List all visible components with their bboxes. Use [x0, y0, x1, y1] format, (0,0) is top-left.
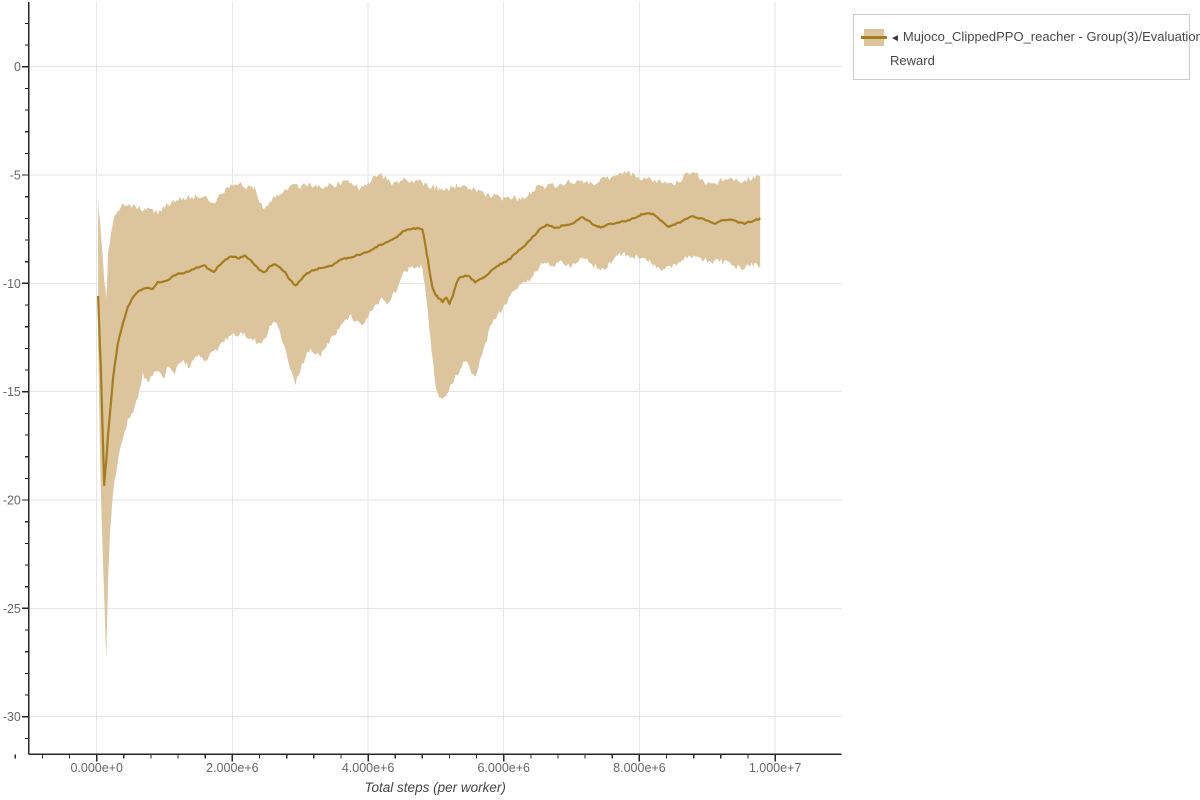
x-tick-label: 8.000e+6 — [613, 761, 666, 775]
x-tick-label: 0.000e+0 — [70, 761, 123, 775]
axes — [28, 2, 842, 755]
y-tick-label: -15 — [3, 385, 21, 399]
legend-line-2: Reward — [890, 53, 935, 68]
x-tick-label: 2.000e+6 — [206, 761, 259, 775]
legend-swatch-line-icon — [861, 36, 887, 39]
legend-series-name: Mujoco_ClippedPPO_reacher - Group(3)/Eva… — [902, 29, 1200, 44]
x-tick-label: 4.000e+6 — [342, 761, 395, 775]
y-tick-label: -5 — [10, 169, 21, 183]
x-tick-label: 1.000e+7 — [749, 761, 802, 775]
y-tick-label: -30 — [3, 710, 21, 724]
legend-box: ◄ Mujoco_ClippedPPO_reacher - Group(3)/Ev… — [853, 14, 1200, 80]
axis-ticks — [14, 22, 776, 762]
legend-swatch — [861, 29, 887, 46]
legend-label[interactable]: ◄ Mujoco_ClippedPPO_reacher - Group(3)/Ev… — [890, 26, 1200, 72]
axis-tick-labels: 0 -5 -10 -15 -20 -25 -30 0.000e+0 2.000e+6 4.000e… — [3, 60, 802, 775]
gridlines — [28, 2, 842, 755]
x-tick-label: 6.000e+6 — [477, 761, 530, 775]
y-tick-label: -25 — [3, 602, 21, 616]
collapse-arrow-icon: ◄ — [890, 33, 900, 44]
y-tick-label: 0 — [14, 60, 21, 74]
y-tick-label: -20 — [3, 494, 21, 508]
confidence-band — [98, 170, 761, 659]
y-tick-label: -10 — [3, 277, 21, 291]
x-axis-title-text: Total steps (per worker) — [365, 780, 506, 795]
x-axis-title: Total steps (per worker) — [365, 780, 506, 795]
legend-line-1: ◄ Mujoco_ClippedPPO_reacher - Group(3)/Ev… — [890, 26, 1200, 50]
mean-reward-line — [97, 212, 761, 487]
